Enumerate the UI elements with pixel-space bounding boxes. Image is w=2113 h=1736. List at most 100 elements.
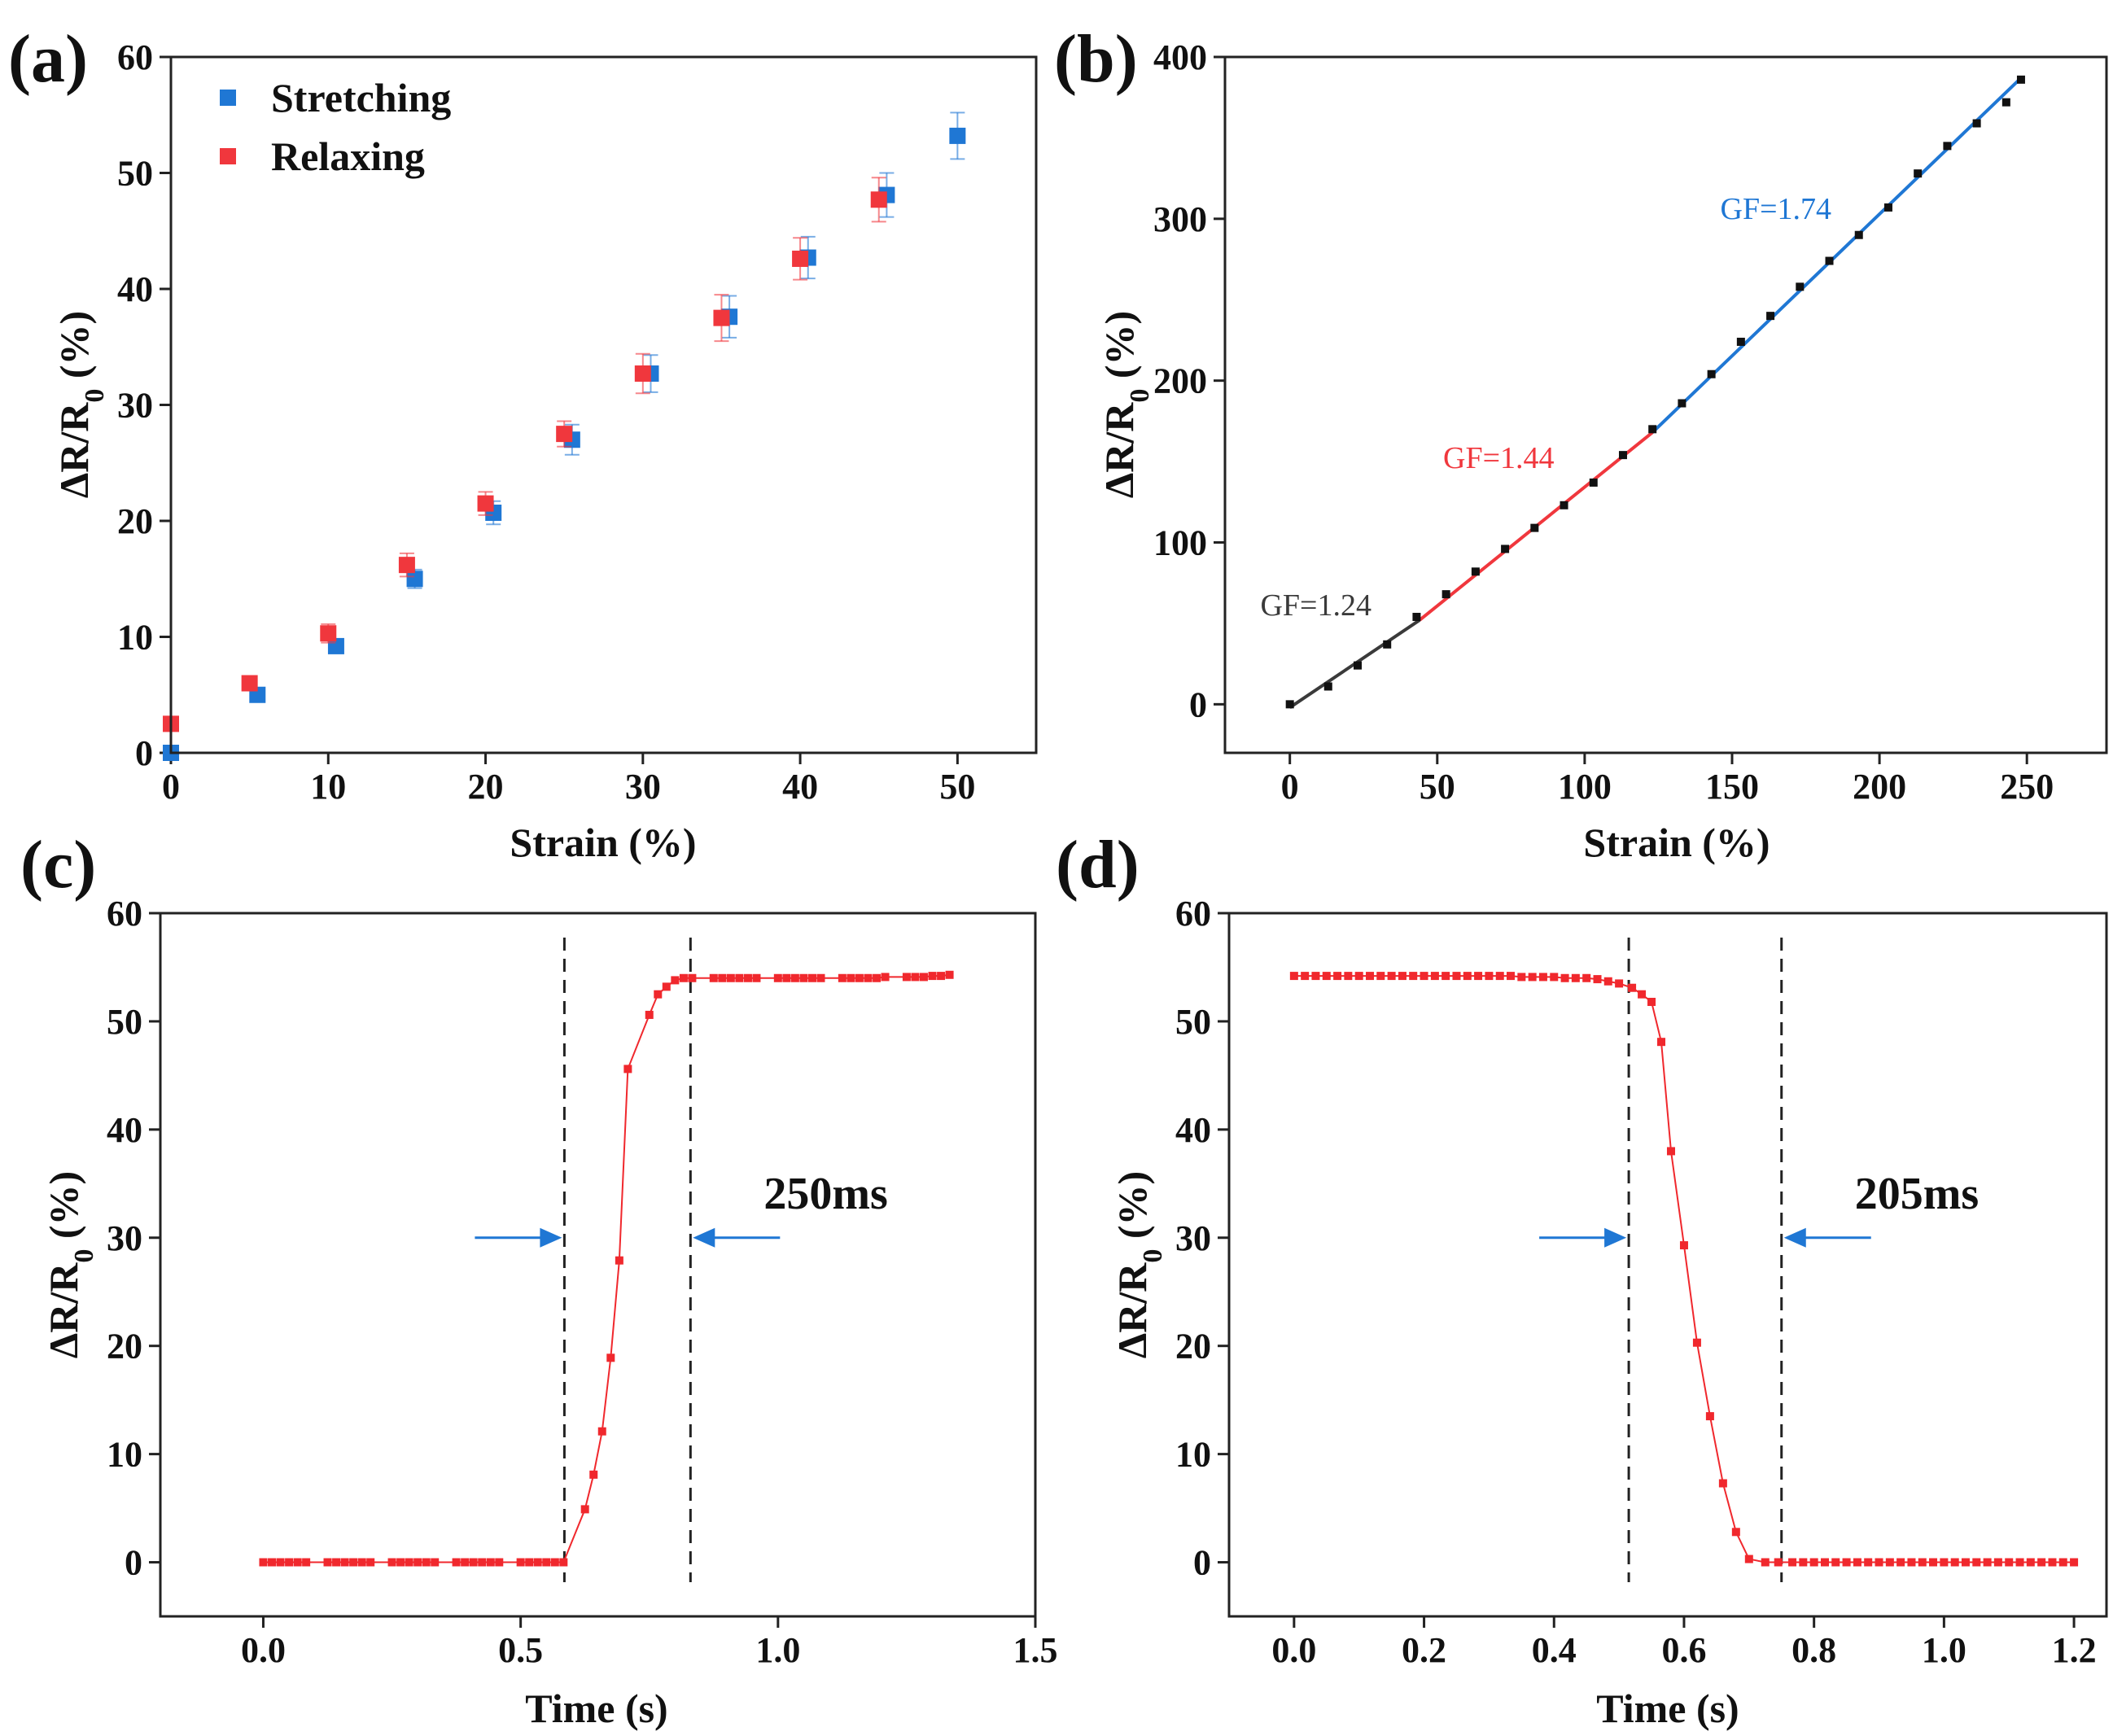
- data-point: [285, 1558, 294, 1567]
- data-point: [1736, 337, 1745, 346]
- data-point: [1666, 1147, 1675, 1156]
- fit-line-3: [1651, 77, 2023, 434]
- data-point: [259, 1558, 268, 1567]
- data-point: [349, 1558, 358, 1567]
- y-tick-label: 400: [1153, 37, 1207, 77]
- data-point: [1615, 979, 1624, 988]
- data-point: [919, 973, 928, 982]
- data-point: [366, 1558, 375, 1567]
- data-point: [1929, 1558, 1938, 1567]
- legend-marker-stretching: [220, 90, 236, 106]
- x-tick-label: 1.2: [2052, 1630, 2097, 1670]
- data-point: [945, 970, 954, 979]
- data-point: [1731, 1528, 1740, 1537]
- data-point: [1628, 983, 1637, 992]
- panel-b-marks: GF=1.24 GF=1.44 GF=1.74: [1260, 75, 2025, 709]
- y-tick-label: 0: [1189, 684, 1207, 724]
- y-tick-label: 0: [135, 733, 153, 773]
- y-tick-label: 60: [107, 894, 142, 934]
- data-point: [679, 973, 688, 982]
- data-point: [1311, 972, 1320, 981]
- data-point: [1593, 975, 1602, 984]
- data-point: [1495, 972, 1504, 981]
- data-point: [268, 1558, 277, 1567]
- data-point: [1972, 1558, 1981, 1567]
- data-point: [293, 1558, 302, 1567]
- data-point: [1323, 682, 1332, 691]
- x-tick-label: 50: [939, 767, 975, 807]
- data-point: [1366, 972, 1375, 981]
- panel-a-legend: Stretching Relaxing: [220, 75, 451, 179]
- panel-c-x-axis-label: Time (s): [525, 1686, 667, 1731]
- data-point: [1322, 972, 1331, 981]
- x-tick-label: 40: [782, 767, 818, 807]
- y-tick-label: 60: [117, 37, 153, 77]
- panel-d-marks: 205ms: [1289, 938, 2079, 1582]
- data-point: [1943, 142, 1952, 151]
- data-point: [1618, 451, 1627, 460]
- data-point: [1376, 972, 1385, 981]
- data-point: [1875, 1558, 1883, 1567]
- gauge-factor-label: GF=1.74: [1721, 192, 1832, 226]
- x-tick-label: 0.6: [1661, 1630, 1706, 1670]
- panel-b-line-chart: (b) 0 50 100 150 200 250 0 100 200 300 400 GF=1.24…: [1054, 21, 2108, 865]
- data-point: [1560, 501, 1568, 509]
- data-point: [405, 1558, 413, 1567]
- y-tick-label: 20: [117, 501, 153, 541]
- x-tick-label: 10: [310, 767, 346, 807]
- x-tick-label: 0.5: [498, 1630, 543, 1670]
- data-point: [752, 973, 761, 982]
- y-tick-label: 50: [1175, 1002, 1211, 1042]
- data-point-relaxing: [556, 426, 573, 443]
- data-point: [542, 1558, 551, 1567]
- data-point: [1471, 567, 1480, 576]
- data-point: [1452, 972, 1461, 981]
- data-point: [1761, 1558, 1770, 1567]
- data-point: [589, 1470, 598, 1479]
- y-tick-label: 60: [1175, 894, 1211, 934]
- data-point: [1333, 972, 1342, 981]
- data-point-relaxing: [320, 625, 337, 642]
- response-curve: [1293, 975, 2075, 1563]
- data-point: [1821, 1558, 1830, 1567]
- data-point: [396, 1558, 405, 1567]
- y-tick-label: 40: [117, 269, 153, 309]
- data-point: [1571, 973, 1580, 982]
- panel-b-y-axis-label: ΔR/R0 (%): [1096, 311, 1155, 498]
- data-point: [1657, 1038, 1666, 1047]
- data-point-relaxing: [634, 365, 651, 383]
- data-point: [1648, 425, 1657, 434]
- data-point: [606, 1353, 615, 1362]
- data-point: [1885, 1558, 1894, 1567]
- data-point: [495, 1558, 504, 1567]
- data-point: [911, 973, 920, 982]
- y-tick-label: 10: [107, 1435, 142, 1475]
- data-point: [533, 1558, 542, 1567]
- data-point: [799, 973, 808, 982]
- data-point: [1799, 1558, 1808, 1567]
- data-point: [1940, 1558, 1949, 1567]
- data-point: [735, 973, 744, 982]
- data-point: [323, 1558, 332, 1567]
- data-point: [1550, 973, 1559, 982]
- data-point: [2016, 75, 2025, 84]
- data-point: [645, 1010, 654, 1019]
- data-point: [1647, 997, 1656, 1006]
- data-point: [1430, 972, 1439, 981]
- data-point: [1289, 972, 1298, 981]
- data-point: [1707, 370, 1716, 378]
- x-tick-label: 200: [1853, 767, 1906, 807]
- data-point: [1831, 1558, 1840, 1567]
- y-tick-label: 300: [1153, 199, 1207, 239]
- panel-d-plot-frame: [1227, 912, 2108, 1618]
- data-point: [1463, 972, 1472, 981]
- data-point: [1409, 972, 1418, 981]
- y-tick-label: 50: [107, 1002, 142, 1042]
- data-point: [469, 1558, 478, 1567]
- data-point: [1914, 169, 1923, 178]
- data-point: [773, 973, 782, 982]
- data-point: [1896, 1558, 1905, 1567]
- data-point: [873, 973, 882, 982]
- data-point: [2048, 1558, 2057, 1567]
- left-pointing-arrow-icon: [693, 1227, 715, 1248]
